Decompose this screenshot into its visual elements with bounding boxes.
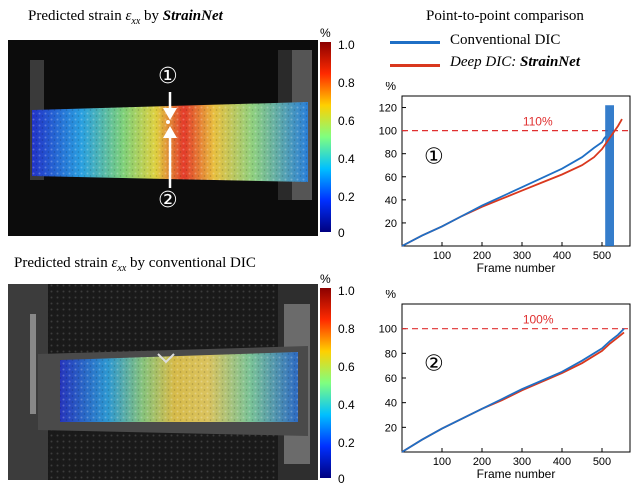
y-tick-label: 20 xyxy=(385,422,397,434)
marker-one: ① xyxy=(158,64,178,89)
x-tick-label: 100 xyxy=(433,250,451,262)
y-tick-label: 100 xyxy=(379,126,397,138)
colorbar-strainnet xyxy=(320,42,331,232)
y-tick-label: 100 xyxy=(379,324,397,336)
plot-frame xyxy=(401,95,631,247)
colorbar-conventional xyxy=(320,288,331,478)
plot-frame xyxy=(401,303,631,453)
arrow-down-icon xyxy=(163,92,177,120)
x-tick-label: 500 xyxy=(593,250,611,262)
chart-marker: ② xyxy=(424,351,444,376)
strain-symbol: εxx xyxy=(125,8,141,27)
x-axis-label: Frame number xyxy=(477,467,556,480)
strain-map-conventional xyxy=(8,284,318,480)
colorbar-tick: 0.4 xyxy=(338,152,355,166)
y-axis-unit: % xyxy=(385,82,396,93)
colorbar-tick: 0.6 xyxy=(338,360,355,374)
colorbar-tick: 0.6 xyxy=(338,114,355,128)
colorbar-unit: % xyxy=(320,26,331,40)
marker-two: ② xyxy=(158,188,178,213)
bottom-left-title: Predicted strain εxx by conventional DIC xyxy=(14,255,256,274)
chart-marker: ① xyxy=(424,144,444,169)
y-tick-label: 40 xyxy=(385,195,397,207)
y-tick-label: 120 xyxy=(379,103,397,115)
x-tick-label: 100 xyxy=(433,456,451,468)
x-tick-label: 400 xyxy=(553,456,571,468)
colorbar-tick: 0 xyxy=(338,472,345,486)
chart-point-two: % 20 40 60 80 100 100 200 300 400 500 Frame number 1… xyxy=(379,290,631,480)
colorbar-tick: 0.2 xyxy=(338,190,355,204)
x-tick-label: 300 xyxy=(513,456,531,468)
right-title: Point-to-point comparison xyxy=(426,8,584,24)
legend: Conventional DIC Deep DIC: StrainNet xyxy=(390,32,640,80)
y-tick-label: 80 xyxy=(385,348,397,360)
legend-swatch-conventional xyxy=(390,41,440,44)
series-line-conventional xyxy=(401,135,607,247)
colorbar-tick: 0.8 xyxy=(338,322,355,336)
noisy-band xyxy=(605,105,614,246)
x-tick-label: 500 xyxy=(593,456,611,468)
y-tick-label: 80 xyxy=(385,149,397,161)
colorbar-tick: 1.0 xyxy=(338,38,355,52)
y-tick-label: 60 xyxy=(385,172,397,184)
x-tick-label: 300 xyxy=(513,250,531,262)
colorbar-tick: 0.8 xyxy=(338,76,355,90)
series-line-deep xyxy=(401,118,623,247)
strain-symbol: εxx xyxy=(111,255,127,274)
chart-point-one: % 20 40 60 80 100 120 100 200 300 400 500 Frame numb… xyxy=(379,82,631,275)
legend-label-deep: Deep DIC: StrainNet xyxy=(450,54,580,70)
colorbar-tick: 1.0 xyxy=(338,284,355,298)
y-tick-label: 60 xyxy=(385,373,397,385)
y-axis-unit: % xyxy=(385,290,396,301)
threshold-label: 100% xyxy=(523,313,554,327)
top-left-title: Predicted strain εxx by StrainNet xyxy=(28,8,223,27)
x-axis-label: Frame number xyxy=(477,261,556,275)
legend-label-conventional: Conventional DIC xyxy=(450,32,561,48)
y-tick-label: 40 xyxy=(385,398,397,410)
x-tick-label: 200 xyxy=(473,456,491,468)
x-tick-label: 200 xyxy=(473,250,491,262)
threshold-label: 110% xyxy=(523,115,553,129)
colorbar-tick: 0 xyxy=(338,226,345,240)
colorbar-unit: % xyxy=(320,272,331,286)
colorbar-tick: 0.2 xyxy=(338,436,355,450)
y-tick-label: 20 xyxy=(385,218,397,230)
arrow-up-icon xyxy=(163,126,177,188)
x-tick-label: 400 xyxy=(553,250,571,262)
colorbar-tick: 0.4 xyxy=(338,398,355,412)
legend-swatch-deep xyxy=(390,64,440,67)
series-line-conventional xyxy=(401,328,625,453)
